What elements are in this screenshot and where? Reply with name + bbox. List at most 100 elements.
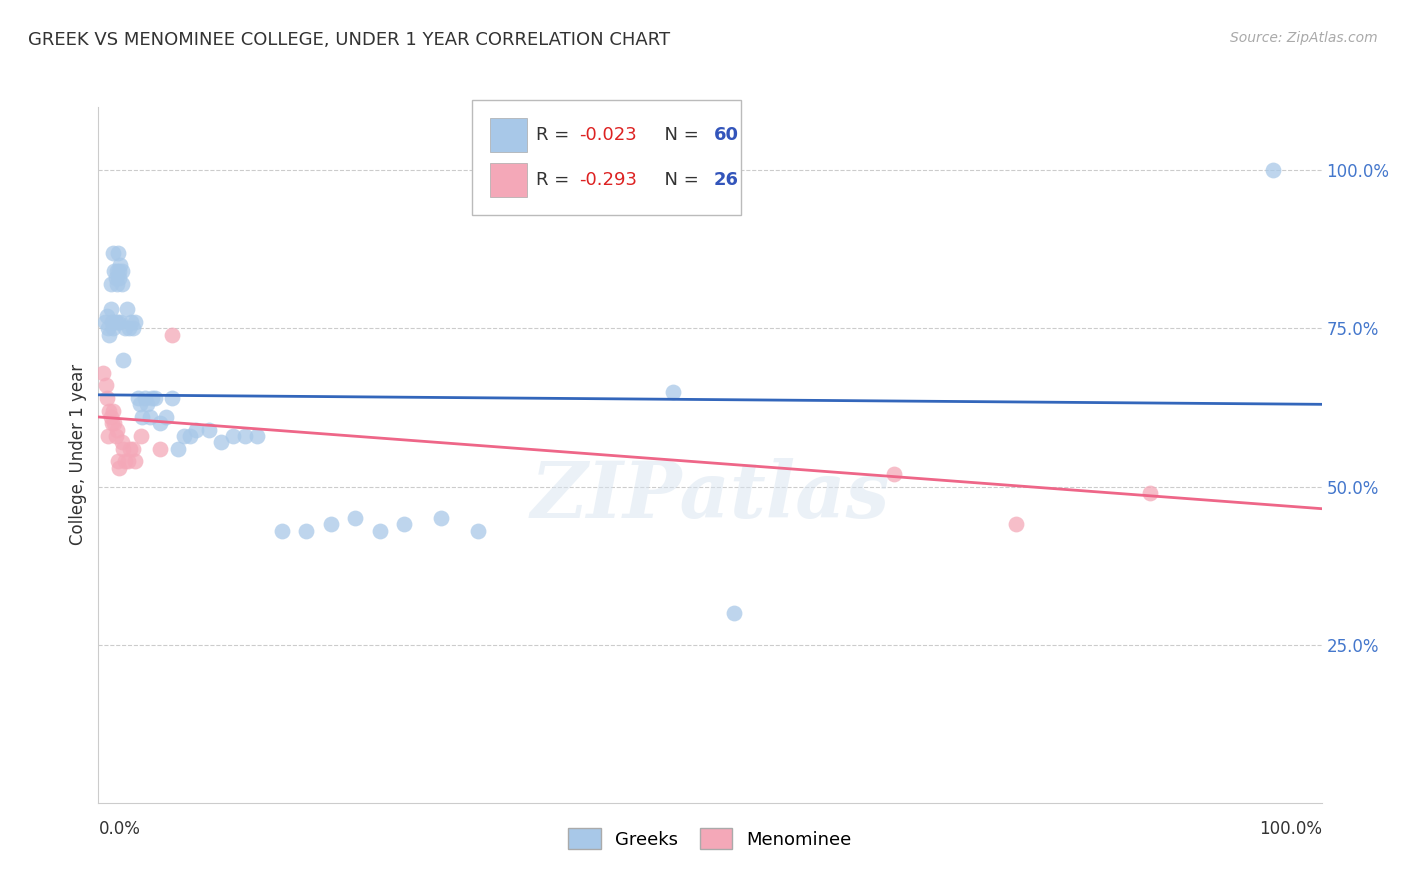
Point [96, 391, 118, 405]
Point [392, 517, 416, 532]
Point [97, 429, 120, 443]
Point [108, 460, 131, 475]
Point [101, 403, 124, 417]
Point [121, 321, 143, 335]
Point [129, 397, 152, 411]
Point [115, 302, 138, 317]
Point [114, 454, 136, 468]
Point [101, 245, 124, 260]
Point [111, 435, 134, 450]
Point [127, 391, 149, 405]
Point [103, 264, 125, 278]
Point [94, 378, 117, 392]
Point [209, 435, 232, 450]
Point [100, 302, 122, 317]
Point [111, 264, 134, 278]
Point [91, 366, 114, 380]
Point [105, 264, 128, 278]
Point [173, 429, 195, 443]
Point [1261, 163, 1284, 178]
Text: 26: 26 [714, 171, 738, 189]
Point [97, 321, 120, 335]
Text: GREEK VS MENOMINEE COLLEGE, UNDER 1 YEAR CORRELATION CHART: GREEK VS MENOMINEE COLLEGE, UNDER 1 YEAR… [28, 31, 671, 49]
Text: 100.0%: 100.0% [1258, 821, 1322, 838]
Point [1139, 486, 1161, 500]
Point [105, 277, 128, 292]
Point [107, 454, 129, 468]
Point [160, 391, 183, 405]
Point [111, 277, 134, 292]
Text: R =: R = [536, 171, 575, 189]
Point [100, 277, 122, 292]
Point [101, 417, 124, 431]
Text: R =: R = [536, 126, 575, 144]
FancyBboxPatch shape [489, 118, 526, 152]
Point [104, 429, 127, 443]
Point [160, 327, 183, 342]
Point [104, 315, 127, 329]
FancyBboxPatch shape [471, 100, 741, 215]
Point [103, 417, 125, 431]
Point [107, 245, 129, 260]
Point [98, 403, 121, 417]
Point [108, 270, 131, 285]
Point [121, 442, 143, 456]
Point [270, 524, 294, 538]
Text: N =: N = [652, 171, 704, 189]
Point [883, 467, 905, 481]
Text: ZIPatlas: ZIPatlas [530, 458, 890, 535]
Point [104, 270, 127, 285]
Text: -0.023: -0.023 [579, 126, 637, 144]
Point [246, 429, 269, 443]
Point [111, 353, 134, 368]
Point [222, 429, 245, 443]
Point [111, 442, 134, 456]
Point [100, 409, 122, 424]
Point [662, 384, 685, 399]
Point [467, 524, 489, 538]
Point [179, 429, 201, 443]
Point [197, 423, 219, 437]
Point [101, 321, 124, 335]
Point [344, 511, 367, 525]
Point [139, 409, 162, 424]
Point [136, 397, 159, 411]
Point [117, 454, 139, 468]
Point [124, 315, 146, 329]
Text: 60: 60 [714, 126, 738, 144]
Point [118, 321, 141, 335]
Point [723, 606, 745, 620]
Text: 0.0%: 0.0% [98, 821, 141, 838]
Point [295, 524, 318, 538]
Point [1004, 517, 1026, 532]
Point [167, 442, 190, 456]
Text: Source: ZipAtlas.com: Source: ZipAtlas.com [1230, 31, 1378, 45]
Point [110, 258, 132, 272]
Point [120, 315, 142, 329]
Point [129, 429, 152, 443]
Point [368, 524, 391, 538]
Legend: Greeks, Menominee: Greeks, Menominee [561, 822, 859, 856]
Point [107, 315, 129, 329]
Text: -0.293: -0.293 [579, 171, 637, 189]
Point [108, 264, 131, 278]
Point [134, 391, 156, 405]
Point [105, 423, 128, 437]
Point [110, 315, 132, 329]
Point [101, 315, 124, 329]
Point [98, 327, 121, 342]
Point [124, 454, 146, 468]
Point [141, 391, 163, 405]
Point [430, 511, 453, 525]
Point [149, 442, 172, 456]
Point [93, 315, 115, 329]
Y-axis label: College, Under 1 year: College, Under 1 year [69, 364, 87, 546]
Point [131, 409, 153, 424]
Point [114, 321, 136, 335]
Text: N =: N = [652, 126, 704, 144]
Point [186, 423, 208, 437]
Point [96, 309, 118, 323]
Point [143, 391, 166, 405]
Point [319, 517, 342, 532]
Point [155, 409, 177, 424]
